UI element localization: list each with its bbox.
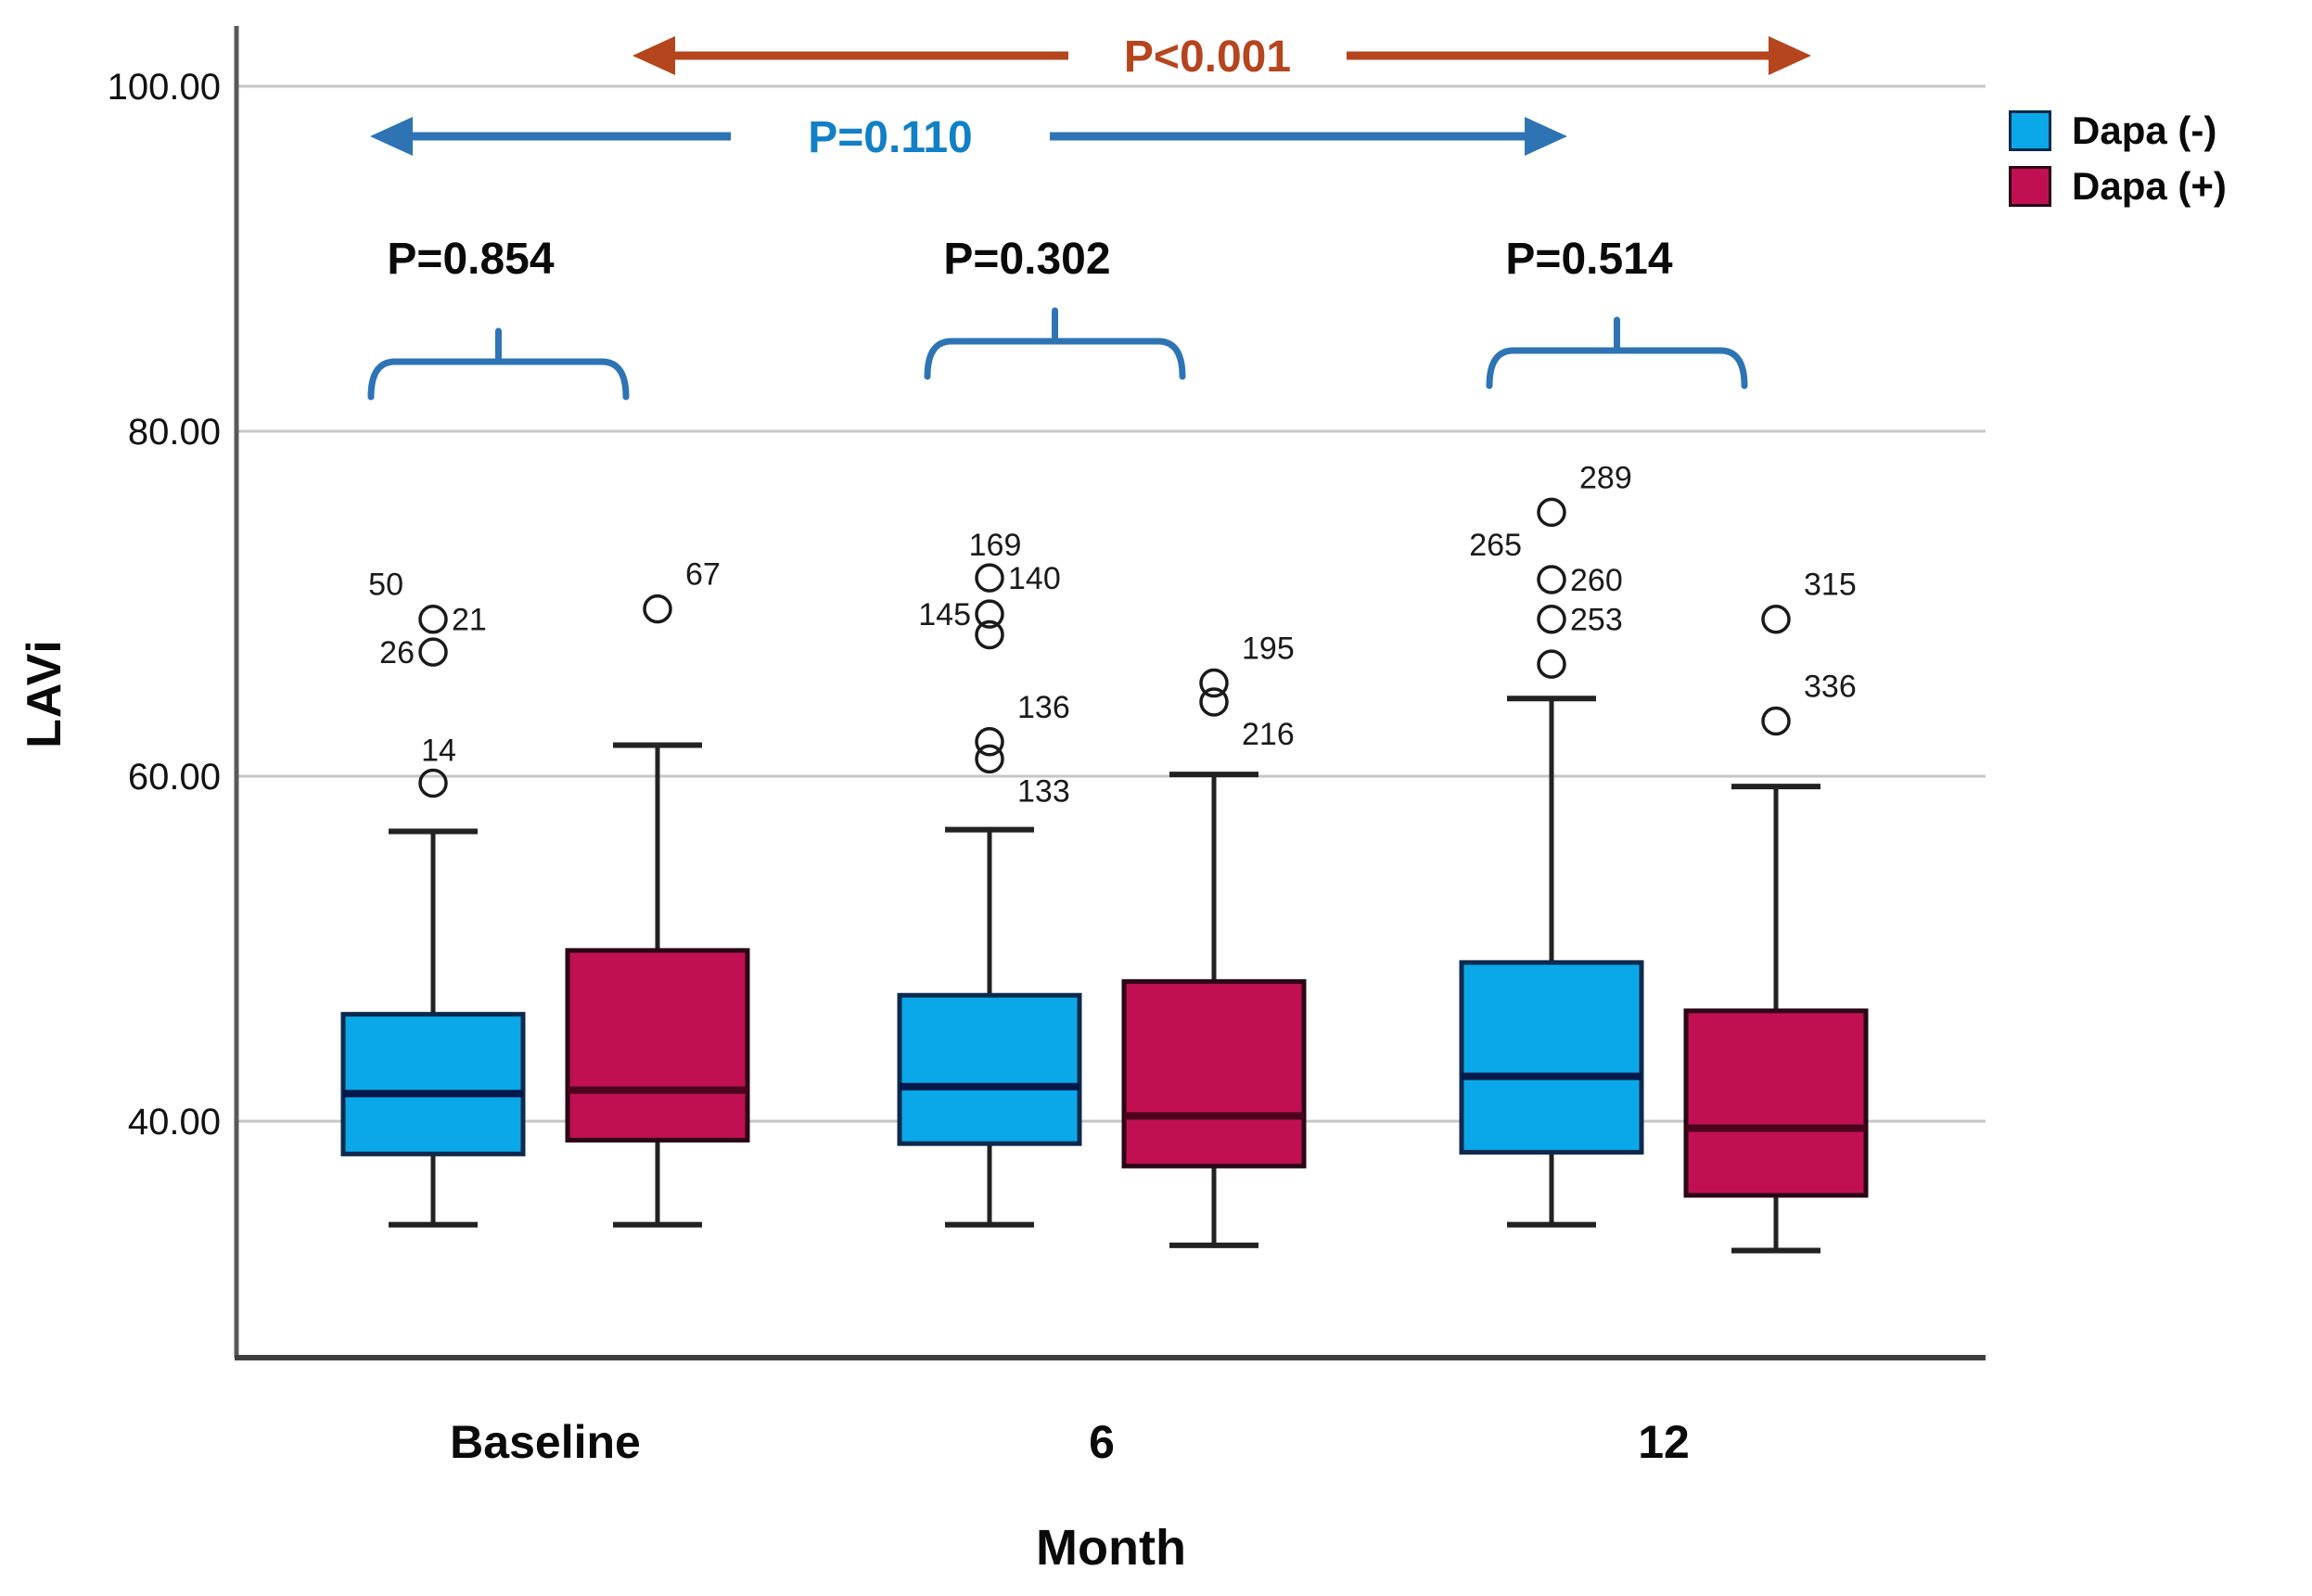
trend-arrow-dapa-plus-left-arrowhead-icon [632,36,675,75]
outlier-label-253: 253 [1570,603,1623,638]
outlier-label-26: 26 [379,635,415,670]
y-tick-label-100: 100.00 [108,67,221,108]
trend-arrow-dapa-plus-right-arrowhead-icon [1769,36,1811,75]
outlier-label-336: 336 [1804,669,1857,704]
outlier-circle-dapa-minus-baseline [418,604,448,634]
pairwise-bracket-6 [924,338,1186,380]
outlier-label-216: 216 [1242,717,1295,752]
outlier-circle-dapa-minus-baseline [418,637,448,667]
outlier-label-315: 315 [1804,568,1857,603]
box-dapa-plus-12 [1683,1008,1869,1198]
trend-arrow-dapa-plus-label: P<0.001 [1124,32,1291,82]
dapa-minus-swatch-icon [2009,110,2051,151]
y-tick-label-60: 60.00 [128,757,221,798]
outlier-circle-dapa-minus-12 [1537,565,1566,594]
x-tick-label-12: 12 [1638,1416,1690,1468]
legend-item-dapa-minus: Dapa (-) [2009,109,2227,152]
box-dapa-minus-6 [897,992,1082,1146]
trend-arrow-dapa-minus-right-arrowhead-icon [1525,117,1567,156]
outlier-circle-dapa-minus-6 [975,727,1004,757]
pairwise-p-label-12: P=0.514 [1505,235,1672,284]
box-dapa-minus-baseline [340,1012,526,1156]
y-axis-title: LAVi [18,639,71,748]
y-tick-label-40: 40.00 [128,1102,221,1143]
box-dapa-minus-12 [1459,960,1644,1155]
trend-arrow-dapa-minus-label: P=0.110 [808,113,973,162]
outlier-circle-dapa-plus-6 [1199,687,1229,717]
outlier-circle-dapa-plus-12 [1761,706,1791,736]
pairwise-bracket-12 [1486,347,1748,389]
outlier-label-145: 145 [918,597,971,632]
legend: Dapa (-) Dapa (+) [2009,109,2227,221]
legend-label-dapa-minus: Dapa (-) [2072,109,2217,152]
outlier-circle-dapa-plus-6 [1199,668,1229,698]
y-tick-label-80: 80.00 [128,412,221,453]
dapa-plus-swatch-icon [2009,166,2051,207]
outlier-circle-dapa-minus-12 [1537,649,1566,679]
legend-label-dapa-plus: Dapa (+) [2072,164,2227,208]
outlier-label-195: 195 [1242,632,1295,667]
legend-item-dapa-plus: Dapa (+) [2009,164,2227,208]
pairwise-p-label-6: P=0.302 [943,235,1110,284]
outlier-circle-dapa-minus-baseline [418,768,448,798]
outlier-circle-dapa-plus-baseline [643,594,672,624]
outlier-label-50: 50 [368,568,403,603]
outlier-label-21: 21 [452,603,487,638]
x-tick-label-6: 6 [1089,1416,1115,1468]
outlier-label-289: 289 [1579,460,1632,495]
outlier-circle-dapa-minus-6 [975,744,1004,774]
outlier-circle-dapa-minus-6 [975,563,1004,593]
outlier-label-260: 260 [1570,563,1623,598]
outlier-circle-dapa-plus-12 [1761,604,1791,634]
outlier-label-67: 67 [685,557,721,593]
box-dapa-plus-baseline [565,948,750,1143]
outlier-circle-dapa-minus-6 [975,619,1004,650]
pairwise-p-label-baseline: P=0.854 [387,235,554,284]
outlier-label-136: 136 [1017,690,1070,725]
trend-arrow-dapa-minus-left-arrowhead-icon [370,117,413,156]
x-axis-title: Month [1036,1520,1186,1576]
outlier-circle-dapa-minus-12 [1537,604,1566,634]
pairwise-bracket-baseline [367,358,630,401]
outlier-label-265: 265 [1469,528,1522,563]
outlier-label-169: 169 [969,528,1022,563]
outlier-label-140: 140 [1008,561,1061,596]
outlier-label-133: 133 [1017,773,1070,809]
outlier-circle-dapa-minus-12 [1537,497,1566,528]
outlier-circle-dapa-minus-6 [975,599,1004,629]
outlier-label-14: 14 [421,733,456,768]
box-dapa-plus-6 [1121,978,1307,1168]
x-tick-label-baseline: Baseline [450,1416,641,1468]
